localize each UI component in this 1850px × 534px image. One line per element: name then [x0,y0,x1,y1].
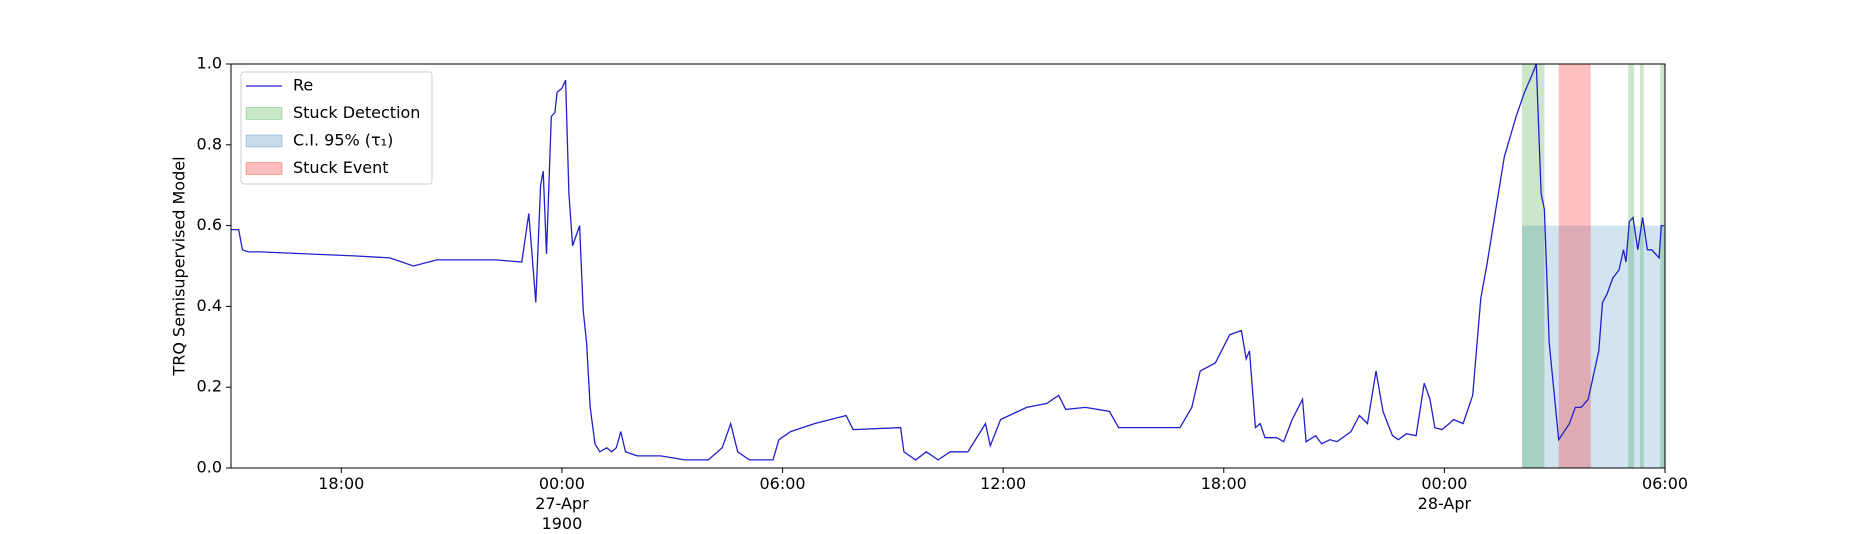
data-line [231,63,1664,461]
x-tick-label: 06:00 [759,474,806,493]
shaded-span [1639,64,1644,468]
y-tick-label: 0.4 [197,296,222,315]
plot-frame [230,63,1666,469]
y-tick-label: 0.0 [197,458,222,477]
y-tick-label: 0.8 [197,134,222,153]
x-tick-label: 12:00 [980,474,1027,493]
legend-patch [245,134,283,148]
x-tick-label: 00:00 28-Apr [1417,474,1472,513]
shaded-span [1521,64,1545,468]
y-axis-label: TRQ Semisupervised Model [170,156,189,376]
x-tick-label: 18:00 [318,474,365,493]
legend-label: Stuck Detection [293,103,420,122]
shaded-span [1628,64,1635,468]
shaded-span [1660,64,1665,468]
y-tick-label: 0.6 [197,215,222,234]
legend-label: Re [293,76,313,95]
x-tick-label: 00:00 27-Apr 1900 [535,474,589,533]
legend: Re Stuck Detection C.I. 95% (τ₁) Stuck Even… [240,71,433,185]
legend-label: Stuck Event [293,158,389,177]
legend-label: C.I. 95% (τ₁) [293,131,393,150]
x-tick-label: 18:00 [1200,474,1247,493]
legend-patch [245,162,283,175]
shaded-span [1558,64,1591,468]
legend-box [240,71,433,185]
x-tick-label: 06:00 [1641,474,1689,493]
legend-patch [245,107,283,120]
shaded-span [1521,225,1665,468]
y-tick-label: 1.0 [197,54,222,73]
y-tick-label: 0.2 [197,377,222,396]
